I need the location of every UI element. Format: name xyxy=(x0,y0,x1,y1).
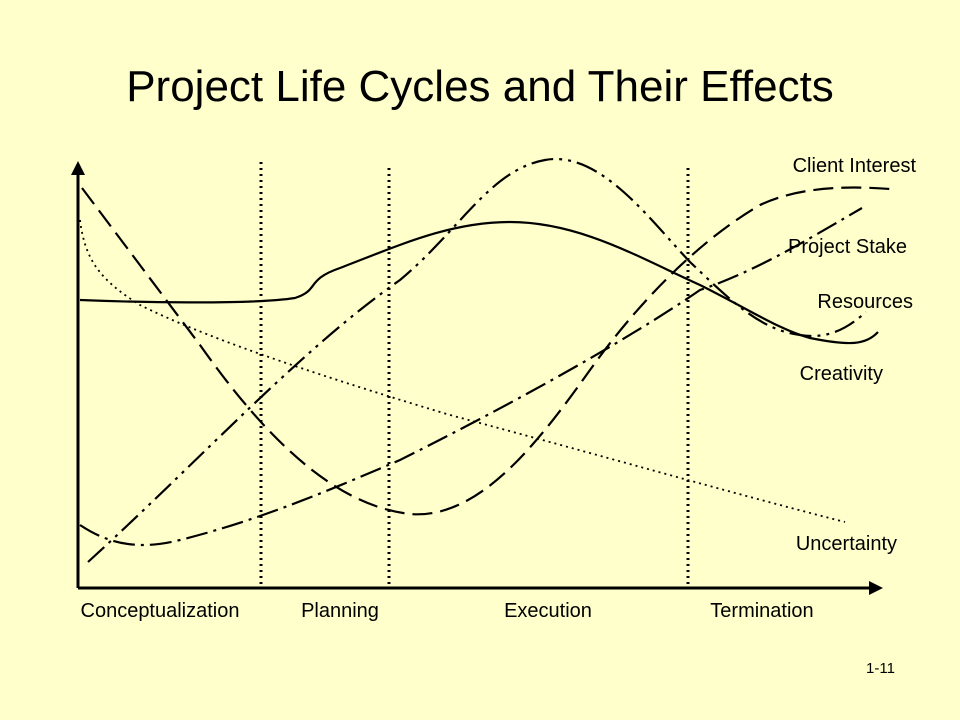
resources-curve xyxy=(87,157,867,563)
phase-label-planning: Planning xyxy=(301,600,379,622)
label-uncertainty: Uncertainty xyxy=(796,533,897,555)
slide-number: 1-11 xyxy=(866,660,895,677)
client-interest-curve xyxy=(81,186,891,516)
label-resources: Resources xyxy=(817,291,913,313)
project-stake-curve xyxy=(79,207,863,547)
phase-label-conceptualization: Conceptualization xyxy=(81,600,240,622)
slide-title: Project Life Cycles and Their Effects xyxy=(126,62,834,111)
label-client-interest: Client Interest xyxy=(793,155,917,177)
uncertainty-curve xyxy=(79,219,846,523)
label-creativity: Creativity xyxy=(800,363,883,385)
label-project-stake: Project Stake xyxy=(788,236,907,258)
phase-label-execution: Execution xyxy=(504,600,592,622)
creativity-curve xyxy=(79,220,879,345)
phase-label-termination: Termination xyxy=(710,600,813,622)
